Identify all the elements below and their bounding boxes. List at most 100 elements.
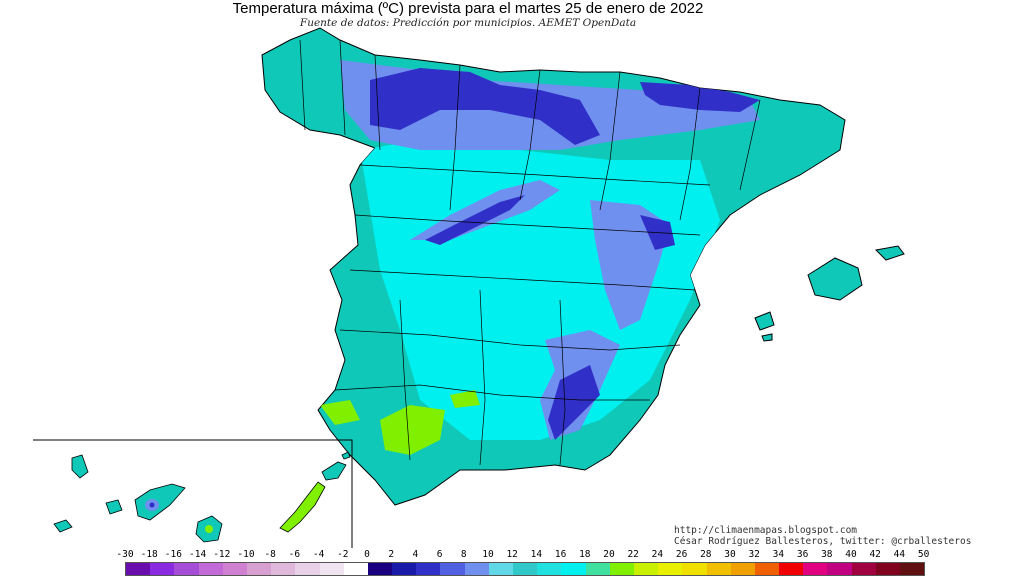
lanzarote-island bbox=[321, 461, 347, 481]
legend-tick-label: 26 bbox=[675, 549, 688, 560]
legend-swatch bbox=[513, 563, 538, 575]
menorca-island bbox=[874, 245, 905, 261]
legend-swatch bbox=[827, 563, 852, 575]
color-legend bbox=[125, 562, 926, 576]
betic-range-peaks bbox=[548, 365, 600, 440]
legend-tick-label: -2 bbox=[337, 549, 349, 560]
teide-summit bbox=[149, 502, 155, 508]
legend-swatch bbox=[803, 563, 828, 575]
legend-tick-label: -8 bbox=[264, 549, 276, 560]
legend-swatch bbox=[440, 563, 465, 575]
huelva-coast-warm-zone bbox=[320, 400, 360, 425]
credits: http://climaenmapas.blogspot.com César R… bbox=[674, 525, 971, 547]
legend-tick-label: 14 bbox=[530, 549, 543, 560]
el-hierro-island bbox=[53, 519, 73, 533]
formentera-island bbox=[761, 333, 773, 342]
legend-swatch bbox=[198, 563, 223, 575]
legend-tick-label: -14 bbox=[189, 549, 207, 560]
ibiza-island bbox=[754, 311, 775, 331]
legend-swatch bbox=[416, 563, 441, 575]
legend-tick-label: 30 bbox=[724, 549, 736, 560]
legend-tick-label: -6 bbox=[288, 549, 301, 560]
balearic-islands bbox=[754, 245, 905, 342]
legend-swatch bbox=[706, 563, 731, 575]
legend-swatch bbox=[464, 563, 489, 575]
legend-tick-label: -12 bbox=[213, 549, 231, 560]
legend-swatch bbox=[319, 563, 344, 575]
map-subtitle: Fuente de datos: Predicción por municipi… bbox=[299, 17, 637, 29]
legend-tick-label: 24 bbox=[651, 549, 664, 560]
legend-tick-label: 38 bbox=[821, 549, 833, 560]
legend-swatch bbox=[658, 563, 683, 575]
legend-tick-label: 44 bbox=[893, 549, 906, 560]
legend-swatch bbox=[682, 563, 707, 575]
legend-swatch bbox=[367, 563, 393, 575]
inset-frame bbox=[33, 439, 353, 548]
legend-tick-label: 36 bbox=[796, 549, 809, 560]
legend-swatch bbox=[779, 563, 804, 575]
legend-tick-label: -4 bbox=[312, 549, 325, 560]
legend-tick-label: 18 bbox=[579, 549, 591, 560]
legend-swatch bbox=[246, 563, 272, 575]
legend-tick-label: 0 bbox=[364, 549, 370, 560]
legend-swatch bbox=[126, 563, 151, 575]
legend-swatch bbox=[174, 563, 199, 575]
legend-tick-label: 22 bbox=[627, 549, 639, 560]
legend-tick-label: 12 bbox=[506, 549, 518, 560]
legend-tick-label: 10 bbox=[482, 549, 494, 560]
legend-tick-label: 2 bbox=[388, 549, 395, 560]
credits-author: César Rodríguez Ballesteros, twitter: @c… bbox=[674, 536, 972, 547]
legend-swatch bbox=[343, 563, 368, 575]
legend-tick-label: -10 bbox=[237, 549, 255, 560]
legend-tick-label: 32 bbox=[748, 549, 760, 560]
legend-labels: -30 -18 -16 -14 -12 -10 -8 -6 -4 -2 0 2 4 6 8 10 12 14 16 1… bbox=[0, 549, 1024, 561]
legend-tick-label: 42 bbox=[869, 549, 881, 560]
credits-url[interactable]: http://climaenmapas.blogspot.com bbox=[674, 525, 858, 536]
legend-swatch bbox=[537, 563, 562, 575]
legend-tick-label: 28 bbox=[700, 549, 712, 560]
legend-tick-label: 4 bbox=[412, 549, 419, 560]
map-title: Temperatura máxima (ºC) prevista para el… bbox=[232, 0, 704, 17]
tenerife-island bbox=[134, 483, 186, 521]
legend-swatch bbox=[900, 563, 925, 575]
fuerteventura-island bbox=[279, 481, 326, 533]
central-system-peaks bbox=[425, 195, 525, 245]
legend-tick-label: 8 bbox=[460, 549, 467, 560]
legend-tick-label: 6 bbox=[436, 549, 443, 560]
legend-swatch bbox=[392, 563, 417, 575]
legend-swatch bbox=[609, 563, 634, 575]
legend-tick-label: 34 bbox=[772, 549, 785, 560]
legend-tick-label: 20 bbox=[603, 549, 615, 560]
legend-swatch bbox=[488, 563, 513, 575]
mainland-spain bbox=[261, 27, 846, 506]
legend-tick-label: -16 bbox=[164, 549, 182, 560]
legend-swatch bbox=[851, 563, 876, 575]
guadalquivir-valley-warm-zone bbox=[380, 405, 445, 455]
pyrenees-range bbox=[640, 82, 760, 112]
legend-swatch bbox=[150, 563, 175, 575]
legend-swatch bbox=[875, 563, 900, 575]
la-palma-island bbox=[71, 454, 89, 479]
legend-swatch bbox=[730, 563, 755, 575]
gran-canaria-center bbox=[205, 525, 213, 533]
legend-tick-label: 16 bbox=[554, 549, 567, 560]
legend-swatch bbox=[561, 563, 586, 575]
legend-swatch bbox=[585, 563, 610, 575]
legend-swatch bbox=[295, 563, 320, 575]
legend-swatch bbox=[754, 563, 780, 575]
la-graciosa-island bbox=[341, 451, 351, 460]
legend-swatch bbox=[222, 563, 247, 575]
cantabrian-range bbox=[370, 68, 600, 145]
legend-tick-label: 50 bbox=[917, 549, 930, 560]
legend-tick-label: -30 bbox=[116, 549, 134, 560]
guadalquivir-valley-warm-zone-east bbox=[450, 390, 480, 408]
canary-islands-inset bbox=[33, 439, 353, 548]
legend-swatch bbox=[633, 563, 659, 575]
la-gomera-island bbox=[105, 499, 123, 515]
legend-swatch bbox=[271, 563, 296, 575]
legend-tick-label: -18 bbox=[140, 549, 158, 560]
legend-tick-label: 40 bbox=[845, 549, 857, 560]
mallorca-island bbox=[807, 257, 863, 301]
province-borders bbox=[299, 39, 761, 466]
